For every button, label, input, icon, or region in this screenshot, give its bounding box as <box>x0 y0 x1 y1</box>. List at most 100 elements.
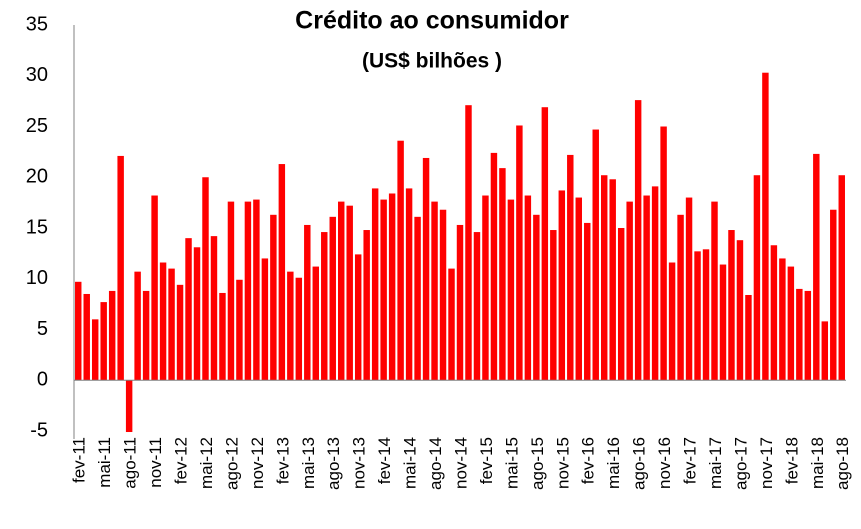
x-tick-label: mai-16 <box>604 437 623 489</box>
bar <box>193 247 201 381</box>
x-tick-label: fev-15 <box>477 437 496 484</box>
x-tick-label: mai-12 <box>197 437 216 489</box>
y-tick-label: 35 <box>26 13 48 35</box>
x-tick-label: nov-16 <box>655 437 674 489</box>
bar <box>770 245 778 381</box>
bar <box>397 140 404 381</box>
bar <box>236 279 243 381</box>
bar <box>117 155 124 381</box>
bar <box>516 125 523 381</box>
bar <box>202 177 209 381</box>
bar <box>668 262 676 381</box>
bar <box>694 251 701 381</box>
bar <box>244 201 252 381</box>
bar <box>821 321 829 381</box>
bar <box>762 72 769 381</box>
bar <box>541 107 549 381</box>
bar <box>168 268 175 381</box>
x-tick-label: nov-12 <box>248 437 267 489</box>
bar <box>465 105 472 381</box>
bar <box>431 201 438 381</box>
bar <box>295 277 303 381</box>
bar <box>304 224 311 381</box>
bar <box>558 190 566 381</box>
bar <box>796 288 803 381</box>
chart-title: Crédito ao consumidor <box>295 7 569 35</box>
bar <box>346 205 353 381</box>
x-tick-label: ago-14 <box>426 437 445 490</box>
bar <box>600 175 608 381</box>
bar <box>567 154 574 381</box>
x-tick-label: ago-16 <box>630 437 649 490</box>
bar <box>685 197 693 381</box>
bar <box>753 175 761 381</box>
x-tick-label: mai-15 <box>502 437 521 489</box>
x-tick-label: ago-11 <box>121 437 140 489</box>
bar <box>100 302 107 381</box>
bar <box>405 188 413 381</box>
x-tick-label: nov-13 <box>350 437 369 489</box>
y-tick-label: 15 <box>26 216 48 238</box>
x-tick-label: ago-12 <box>222 437 241 490</box>
bar <box>278 164 286 381</box>
bar <box>253 199 260 381</box>
bar <box>592 129 599 381</box>
bar <box>804 290 812 381</box>
bar <box>507 199 515 381</box>
bar <box>482 195 489 381</box>
bar <box>499 168 506 381</box>
x-tick-label: nov-14 <box>451 437 470 489</box>
bar <box>787 266 795 381</box>
bar <box>270 214 277 381</box>
bar <box>550 230 557 381</box>
bar <box>677 214 684 381</box>
chart-subtitle: (US$ bilhões ) <box>362 50 502 73</box>
bar <box>575 197 582 381</box>
bar <box>779 258 786 381</box>
bar <box>609 179 616 381</box>
bar <box>830 209 837 381</box>
x-tick-label: mai-18 <box>808 437 827 489</box>
y-tick-label: 0 <box>37 369 48 391</box>
x-tick-label: mai-17 <box>706 437 725 489</box>
bar <box>422 157 430 381</box>
bar <box>736 240 744 381</box>
bar <box>448 268 455 381</box>
bar <box>414 216 421 381</box>
bar <box>142 290 150 381</box>
bar <box>651 186 659 381</box>
bar <box>338 201 345 381</box>
y-tick-label: 30 <box>26 64 48 86</box>
x-tick-label: nov-11 <box>146 437 165 488</box>
x-tick-label: nov-15 <box>553 437 572 489</box>
bar <box>456 224 464 381</box>
x-tick-label: mai-14 <box>401 437 420 489</box>
bar <box>643 195 650 381</box>
x-tick-label: ago-18 <box>833 437 852 490</box>
bar <box>91 319 99 381</box>
bar <box>219 292 226 381</box>
x-tick-label: mai-13 <box>299 437 318 489</box>
bar <box>584 222 591 381</box>
bar <box>388 193 396 381</box>
x-tick-label: fev-13 <box>273 437 292 484</box>
bar <box>660 126 667 381</box>
bar <box>75 281 82 381</box>
bar <box>617 228 625 381</box>
bar <box>702 249 710 381</box>
bar <box>813 153 820 381</box>
y-tick-label: 10 <box>26 267 48 289</box>
y-tick-label: 5 <box>37 318 48 340</box>
x-tick-label: fev-16 <box>579 437 598 484</box>
x-tick-label: fev-12 <box>172 437 191 484</box>
bar <box>524 195 532 381</box>
x-tick-label: ago-13 <box>324 437 343 490</box>
bar <box>626 201 633 381</box>
bar <box>363 230 370 381</box>
x-tick-label: mai-11 <box>95 437 114 488</box>
bar <box>329 216 336 381</box>
bar <box>745 294 752 381</box>
y-tick-label: 20 <box>26 166 48 188</box>
bar <box>151 195 158 381</box>
